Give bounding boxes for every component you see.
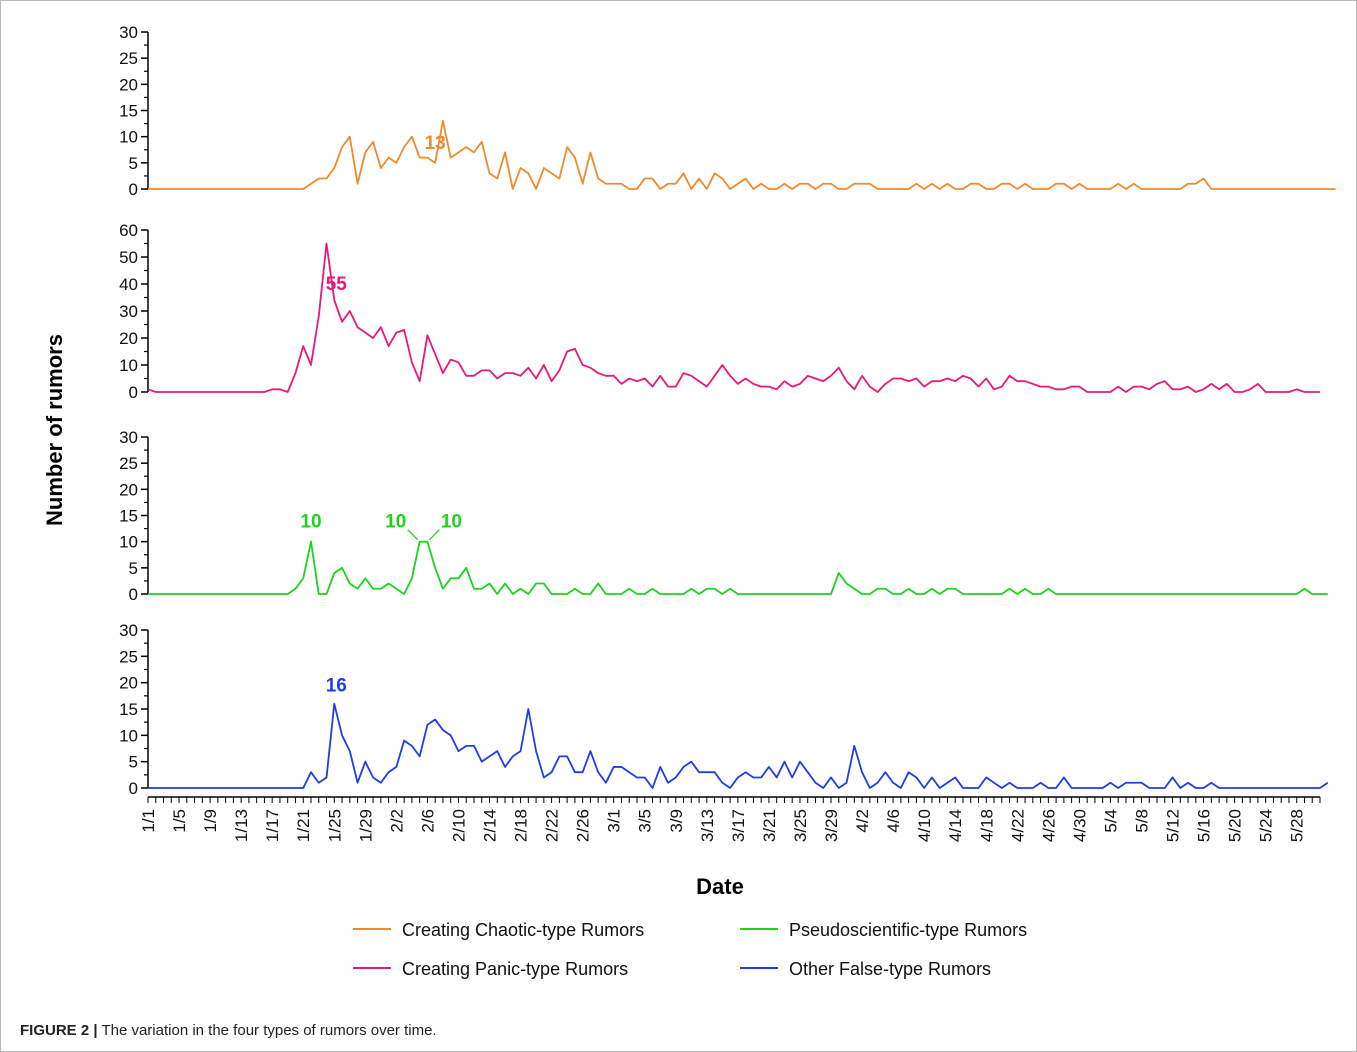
peak-label: 10: [300, 512, 321, 533]
y-tick-label: 25: [119, 454, 138, 473]
x-tick-label: 5/20: [1226, 809, 1245, 842]
x-tick-label: 1/9: [201, 809, 220, 833]
y-tick-label: 15: [119, 700, 138, 719]
series-line: [147, 242, 1320, 393]
x-tick-label: 4/10: [915, 809, 934, 842]
y-tick-label: 0: [129, 585, 138, 604]
y-tick-label: 30: [119, 302, 138, 321]
series-line: [148, 540, 1328, 595]
y-tick-label: 25: [119, 647, 138, 666]
peak-label: 55: [326, 274, 348, 295]
x-tick-label: 4/26: [1039, 809, 1058, 842]
legend-label: Creating Panic-type Rumors: [402, 959, 628, 979]
peak-label: 10: [441, 512, 462, 533]
y-tick-label: 5: [129, 753, 138, 772]
legend-label: Pseudoscientific-type Rumors: [789, 920, 1027, 940]
y-tick-label: 30: [119, 23, 138, 42]
x-tick-label: 3/29: [822, 809, 841, 842]
x-tick-label: 3/17: [729, 809, 748, 842]
x-tick-label: 3/1: [605, 809, 624, 833]
x-tick-label: 4/30: [1070, 809, 1089, 842]
x-tick-label: 3/25: [791, 809, 810, 842]
y-tick-label: 30: [119, 621, 138, 640]
x-tick-label: 4/22: [1008, 809, 1027, 842]
peak-label: 10: [385, 512, 406, 533]
y-tick-label: 20: [119, 329, 138, 348]
y-tick-label: 40: [119, 275, 138, 294]
x-tick-label: 1/21: [294, 809, 313, 842]
y-tick-label: 10: [119, 533, 138, 552]
x-tick-label: 5/24: [1257, 809, 1276, 842]
x-tick-label: 4/14: [946, 809, 965, 842]
y-tick-label: 10: [119, 356, 138, 375]
y-tick-label: 30: [119, 428, 138, 447]
panel-4: 0 5 10 15 20 25 30 16: [119, 621, 1329, 798]
y-tick-label: 25: [119, 49, 138, 68]
legend-item: Pseudoscientific-type Rumors: [740, 920, 1027, 940]
x-tick-label: 5/4: [1101, 809, 1120, 833]
y-tick-label: 15: [119, 102, 138, 121]
caption-text: The variation in the four types of rumor…: [97, 1022, 437, 1039]
x-tick-label: 1/25: [325, 809, 344, 842]
legend-label: Other False-type Rumors: [789, 959, 991, 979]
legend-label: Creating Chaotic-type Rumors: [402, 920, 644, 940]
y-tick-label: 60: [119, 221, 138, 240]
x-tick-label: 2/6: [418, 809, 437, 833]
y-tick-label: 0: [129, 383, 138, 402]
x-tick-label: 4/2: [853, 809, 872, 833]
peak-label: 16: [326, 676, 347, 697]
x-axis: 1/1 1/5 1/9 1/13 1/17 1/21 1/25 1/29 2/2 2/6 2/10 2…: [139, 796, 1321, 842]
y-tick-label: 20: [119, 674, 138, 693]
y-tick-label: 0: [129, 180, 138, 199]
x-tick-label: 1/17: [263, 809, 282, 842]
x-tick-label: 5/28: [1288, 809, 1307, 842]
annotation-leader: [407, 529, 419, 541]
x-tick-label: 2/14: [481, 809, 500, 842]
x-tick-label: 1/1: [139, 809, 158, 833]
y-tick-label: 0: [129, 779, 138, 798]
caption-label: FIGURE 2 |: [20, 1022, 98, 1039]
x-tick-label: 4/6: [884, 809, 903, 833]
x-tick-label: 2/26: [574, 809, 593, 842]
legend-item: Creating Panic-type Rumors: [353, 959, 628, 979]
legend: Creating Chaotic-type Rumors Pseudoscient…: [353, 920, 1027, 979]
x-tick-label: 2/2: [387, 809, 406, 833]
series-line: [148, 702, 1329, 789]
x-tick-label: 2/22: [543, 809, 562, 842]
x-tick-label: 1/29: [356, 809, 375, 842]
y-axis-label: Number of rumors: [42, 334, 67, 526]
x-tick-label: 2/10: [449, 809, 468, 842]
x-tick-label: 3/5: [636, 809, 655, 833]
x-tick-label: 1/5: [170, 809, 189, 833]
y-tick-label: 5: [129, 154, 138, 173]
panel-1: 0 5 10 15 20 25 30 13: [119, 23, 1336, 199]
legend-item: Creating Chaotic-type Rumors: [353, 920, 644, 940]
legend-item: Other False-type Rumors: [740, 959, 991, 979]
panel-2: 0 10 20 30 40 50 60 55: [119, 221, 1320, 402]
y-tick-label: 15: [119, 507, 138, 526]
y-tick-label: 10: [119, 128, 138, 147]
peak-label: 13: [425, 133, 446, 154]
x-tick-label: 4/18: [977, 809, 996, 842]
x-tick-label: 5/12: [1164, 809, 1183, 842]
x-tick-label: 5/16: [1195, 809, 1214, 842]
figure-caption: FIGURE 2 | The variation in the four typ…: [20, 1022, 437, 1039]
annotation-leader: [428, 529, 440, 541]
x-tick-label: 1/13: [232, 809, 251, 842]
y-tick-label: 50: [119, 248, 138, 267]
x-tick-label: 3/13: [698, 809, 717, 842]
x-axis-label: Date: [696, 874, 744, 899]
x-tick-label: 2/18: [512, 809, 531, 842]
y-tick-label: 20: [119, 75, 138, 94]
panel-3: 0 5 10 15 20 25 30 10 10 10: [119, 428, 1328, 604]
y-tick-label: 5: [129, 559, 138, 578]
x-tick-label: 3/21: [760, 809, 779, 842]
x-tick-label: 3/9: [667, 809, 686, 833]
series-line: [148, 120, 1336, 190]
y-tick-label: 10: [119, 726, 138, 745]
y-tick-label: 20: [119, 480, 138, 499]
x-tick-label: 5/8: [1132, 809, 1151, 833]
